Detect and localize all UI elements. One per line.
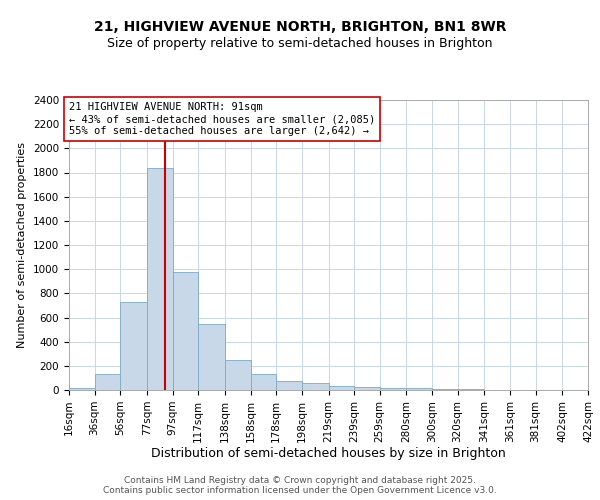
Bar bbox=[225, 360, 251, 390]
Text: Contains HM Land Registry data © Crown copyright and database right 2025.
Contai: Contains HM Land Registry data © Crown c… bbox=[103, 476, 497, 495]
X-axis label: Distribution of semi-detached houses by size in Brighton: Distribution of semi-detached houses by … bbox=[151, 448, 506, 460]
Bar bbox=[120, 302, 147, 390]
Text: 21, HIGHVIEW AVENUE NORTH, BRIGHTON, BN1 8WR: 21, HIGHVIEW AVENUE NORTH, BRIGHTON, BN1… bbox=[94, 20, 506, 34]
Y-axis label: Number of semi-detached properties: Number of semi-detached properties bbox=[17, 142, 28, 348]
Bar bbox=[329, 386, 354, 390]
Text: Size of property relative to semi-detached houses in Brighton: Size of property relative to semi-detach… bbox=[107, 38, 493, 51]
Bar bbox=[432, 389, 458, 390]
Bar bbox=[380, 388, 406, 390]
Text: 21 HIGHVIEW AVENUE NORTH: 91sqm
← 43% of semi-detached houses are smaller (2,085: 21 HIGHVIEW AVENUE NORTH: 91sqm ← 43% of… bbox=[69, 102, 375, 136]
Bar bbox=[406, 388, 432, 390]
Bar bbox=[95, 374, 120, 390]
Bar bbox=[276, 381, 302, 390]
Bar bbox=[198, 324, 225, 390]
Bar bbox=[251, 374, 276, 390]
Bar bbox=[302, 384, 329, 390]
Bar bbox=[173, 272, 198, 390]
Bar bbox=[69, 388, 95, 390]
Bar bbox=[147, 168, 173, 390]
Bar bbox=[354, 387, 380, 390]
